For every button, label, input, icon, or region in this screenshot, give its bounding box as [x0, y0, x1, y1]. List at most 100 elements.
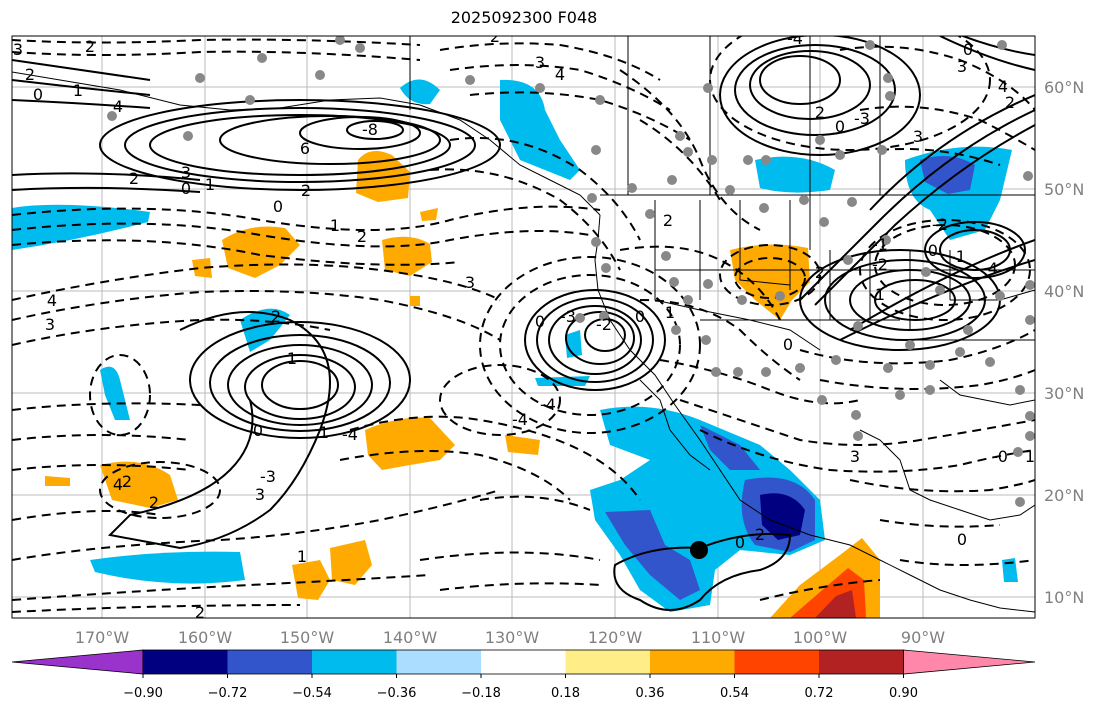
contour-label: 0 — [253, 421, 263, 440]
lat-tick-label: 10°N — [1044, 588, 1084, 607]
contour-label: 1 — [287, 349, 297, 368]
contour-label: 1 — [665, 303, 675, 322]
lat-tick-label: 40°N — [1044, 282, 1084, 301]
contour-label: -4 — [540, 395, 556, 414]
colorbar-label: 0.36 — [636, 686, 665, 701]
contour-label: -1 — [872, 235, 888, 254]
contour-label: -3 — [260, 467, 276, 486]
colorbar-label: 0.90 — [889, 686, 918, 701]
lon-tick-label: 130°W — [485, 628, 540, 647]
colorbar-label: −0.54 — [292, 686, 332, 701]
colorbar-segment — [650, 650, 735, 674]
lon-tick-label: 170°W — [75, 628, 130, 647]
colorbar-extend-max — [903, 649, 1036, 675]
contour-label: 4 — [998, 77, 1008, 96]
positive-field-shading — [45, 151, 880, 618]
lon-tick-label: 140°W — [383, 628, 438, 647]
lat-tick-label: 50°N — [1044, 180, 1084, 199]
storm-center-marker — [690, 541, 708, 559]
contour-label: 1 — [1025, 447, 1035, 466]
colorbar-label: −0.90 — [123, 686, 163, 701]
colorbar-label: −0.72 — [208, 686, 248, 701]
colorbar-outline — [142, 649, 904, 675]
contour-label: 3 — [13, 40, 23, 59]
contour-label: 3 — [465, 273, 475, 292]
contour-label: -2 — [596, 315, 612, 334]
colorbar-label: 0.72 — [805, 686, 834, 701]
contour-label: 4 — [113, 97, 123, 116]
coastlines — [12, 36, 1035, 613]
latitude-axis: 60°N 50°N 40°N 30°N 20°N 10°N — [1044, 78, 1084, 607]
colorbar-segment — [227, 650, 313, 674]
contour-label: 3 — [913, 127, 923, 146]
contour-label: 0 — [181, 179, 191, 198]
contour-label: 3 — [255, 485, 265, 504]
contour-label: 2 — [25, 65, 35, 84]
contour-label: 2 — [1005, 93, 1015, 112]
contour-label: -1 — [950, 247, 966, 266]
contour-label: 6 — [300, 139, 310, 158]
lon-tick-label: 90°W — [901, 628, 945, 647]
contour-label: -4 — [787, 29, 803, 48]
colorbar-segment — [312, 650, 397, 674]
map-frame — [11, 35, 1036, 619]
contour-label: 0 — [635, 307, 645, 326]
lon-tick-label: 150°W — [280, 628, 335, 647]
contour-label: 0 — [783, 335, 793, 354]
contour-label: 0 — [535, 312, 545, 331]
colorbar-label: 0.54 — [720, 686, 749, 701]
contour-label: 2 — [815, 103, 825, 122]
colorbar-segment — [143, 650, 228, 674]
contour-label: 1 — [73, 81, 83, 100]
lat-tick-label: 60°N — [1044, 78, 1084, 97]
contour-label: 0 — [273, 197, 283, 216]
contour-label: 0 — [957, 530, 967, 549]
chart-title: 2025092300 F048 — [450, 8, 598, 27]
colorbar-label: 0.18 — [551, 686, 580, 701]
contour-label: 2 — [129, 169, 139, 188]
lon-tick-label: 100°W — [793, 628, 848, 647]
contour-label: 2 — [149, 493, 159, 512]
contour-label: 1 — [875, 285, 885, 304]
contour-label: -0 — [922, 241, 938, 260]
contour-label: 0 — [735, 533, 745, 552]
colorbar: −0.90 −0.72 −0.54 −0.36 −0.18 0.18 0.36 0.54 0.7… — [11, 649, 1036, 701]
contour-label: 2 — [663, 211, 673, 230]
contour-label: -3 — [560, 307, 576, 326]
lon-tick-label: 110°W — [691, 628, 746, 647]
lat-tick-label: 20°N — [1044, 486, 1084, 505]
contour-label: 3 — [850, 447, 860, 466]
contour-label: 3 — [957, 57, 967, 76]
contour-label: 3 — [45, 315, 55, 334]
contour-label: 2 — [815, 263, 825, 282]
contour-label: -2 — [872, 255, 888, 274]
colorbar-segment — [396, 650, 482, 674]
contour-label: 2 — [357, 227, 367, 246]
contour-label: 2 — [755, 525, 765, 544]
contour-label: -8 — [362, 120, 378, 139]
contour-label: 4 — [47, 291, 57, 310]
colorbar-label: −0.18 — [461, 686, 501, 701]
contour-label: -3 — [854, 109, 870, 128]
lon-tick-label: 160°W — [178, 628, 233, 647]
contour-label: 4 — [113, 475, 123, 494]
contour-label: 2 — [271, 307, 281, 326]
lat-tick-label: 30°N — [1044, 384, 1084, 403]
contour-label: 1 — [330, 216, 340, 235]
colorbar-segment — [819, 650, 904, 674]
observation-points — [107, 36, 1035, 507]
contour-label: 0 — [835, 117, 845, 136]
contour-label: 2 — [85, 37, 95, 56]
contour-label: 3 — [535, 53, 545, 72]
contour-label: 0 — [33, 85, 43, 104]
colorbar-extend-min — [11, 649, 144, 675]
lon-tick-label: 120°W — [588, 628, 643, 647]
contour-label: 0 — [963, 40, 973, 59]
contour-label: -4 — [342, 425, 358, 444]
colorbar-segment — [565, 650, 651, 674]
contour-label: 3 — [181, 163, 191, 182]
colorbar-label: −0.36 — [377, 686, 417, 701]
longitude-axis: 170°W 160°W 150°W 140°W 130°W 120°W 110°W 100°W… — [75, 628, 945, 647]
